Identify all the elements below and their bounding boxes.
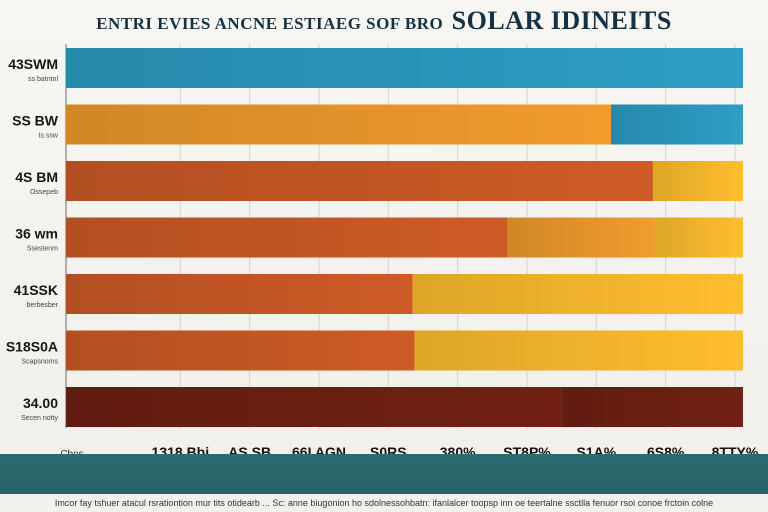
bar-segment [414,330,743,371]
chart-title-line1: ENTRI EVIES ANCNE ESTIAEG SOF BRO [96,14,444,33]
y-tick-sublabel: berbesber [26,302,58,309]
y-tick-sublabel: Secen notty [21,415,58,422]
y-tick-sublabel: Ssestenm [27,246,58,253]
footer-text: Imcor fay tshuer atacul rsrationtion mur… [0,494,768,512]
y-tick-label: 34.00 [23,395,58,411]
x-tick-label: AS SB [228,444,271,454]
bar-segment [66,217,508,258]
y-tick-sublabel: ss batntnl [28,76,58,83]
bar-segment [66,161,653,201]
bar-segment [66,274,413,314]
x-tick-label: 6S8% [647,444,685,454]
y-tick-sublabel: ts ssw [39,133,59,140]
y-tick-label: 36 wm [15,226,58,242]
bar-segment [654,217,743,258]
bar-segment [66,104,611,145]
y-tick-label: 43SWM [8,56,58,72]
x-tick-label: S1A% [576,444,616,454]
x-tick-label: 380% [440,444,476,454]
x-tick-label: 1318 Bbj [152,444,210,454]
x-tick-label: 8TTY% [712,444,759,454]
bar-segment [66,387,562,427]
y-tick-label: 4S BM [15,169,58,185]
bar-segment [610,104,743,145]
footer-band: Imcor fay tshuer atacul rsrationtion mur… [0,454,768,512]
bar-segment [652,161,743,201]
y-tick-label: 41SSK [14,282,58,298]
bar-segment [412,274,743,314]
bar-segment [561,387,743,427]
y-tick-sublabel: Ossepeb [30,189,58,196]
x-tick-label: S0RS [370,444,407,454]
bar-chart: 43SWM ss batntnl SS BW ts ssw 4S BM Ossepeb 36… [6,44,759,454]
y-tick-label: S18S0A [6,339,58,355]
bar-segment [66,48,743,88]
bar-segment [66,330,415,371]
x-tick-label: ST8P% [503,444,551,454]
y-tick-sublabel: Scapsnoms [21,359,58,366]
x-tick-label: Cbns [60,449,83,454]
chart-title-line2: SOLAR IDINEITS [451,6,672,35]
bar-segment [507,217,655,258]
x-tick-label: 66I AGN [292,444,346,454]
y-tick-label: SS BW [12,113,59,129]
chart-title: ENTRI EVIES ANCNE ESTIAEG SOF BRO SOLAR … [0,6,768,36]
